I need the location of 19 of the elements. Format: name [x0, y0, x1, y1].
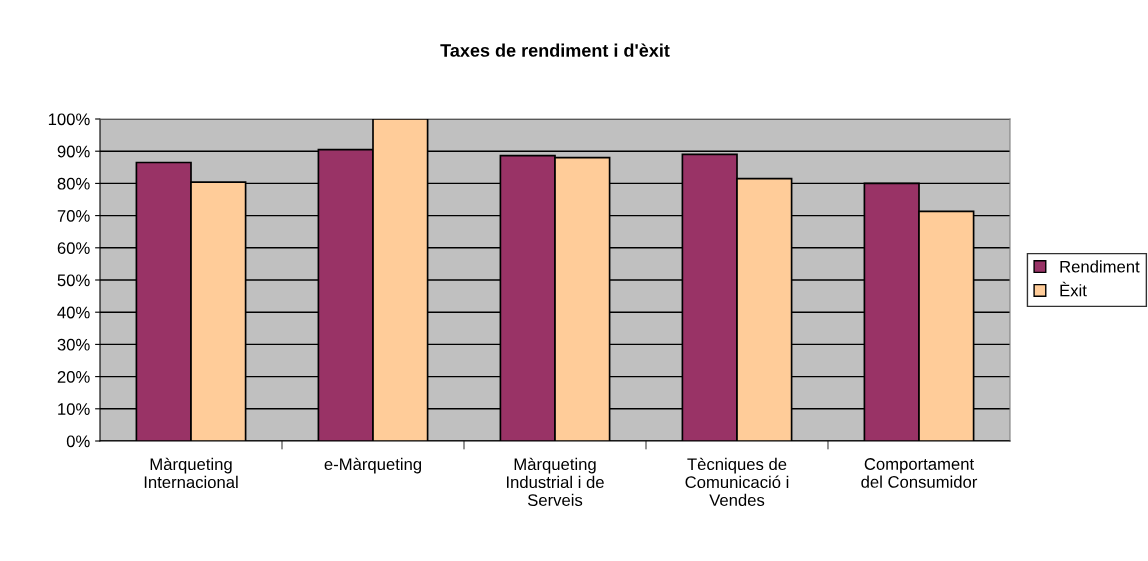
y-tick-label: 100% [48, 113, 90, 126]
x-tick-label: Màrqueting Internacional [144, 457, 238, 489]
y-tick-label: 10% [58, 403, 90, 415]
y-tick-label: 80% [57, 177, 90, 190]
y-tick-label: 50% [57, 274, 90, 287]
y-tick-label: 90% [57, 145, 90, 158]
y-tick-label: 30% [57, 338, 90, 351]
y-tick-label: 0% [66, 435, 90, 448]
legend-label: Rendiment [1060, 260, 1140, 273]
y-tick-label: 40% [57, 306, 90, 319]
chart-title: Taxes de rendiment i d'èxit [440, 43, 670, 57]
y-tick-label: 20% [57, 371, 90, 383]
x-tick-label: Màrqueting Industrial i de Serveis [506, 457, 604, 507]
y-tick-label: 70% [57, 210, 90, 222]
x-tick-label: e-Màrqueting [324, 457, 422, 474]
y-tick-label: 60% [57, 242, 90, 254]
x-tick-label: Tècniques de Comunicació i Vendes [685, 457, 789, 507]
legend-label: Èxit [1060, 281, 1087, 297]
x-tick-label: Comportament del Consumidor [861, 458, 978, 488]
